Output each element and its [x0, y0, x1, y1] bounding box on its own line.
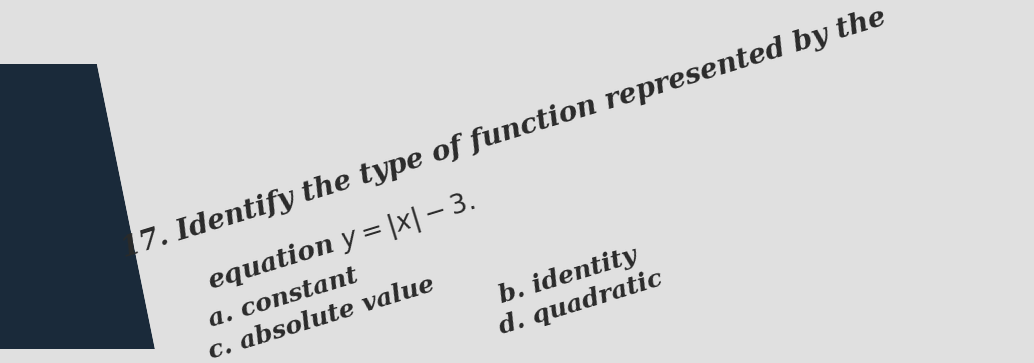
Polygon shape — [0, 64, 155, 349]
Text: equation $y=|x|-3.$: equation $y=|x|-3.$ — [204, 187, 479, 298]
Text: d. quadratic: d. quadratic — [496, 266, 666, 339]
Text: a. constant: a. constant — [206, 264, 362, 332]
Text: b. identity: b. identity — [496, 243, 640, 307]
Polygon shape — [97, 64, 968, 349]
Text: c. absolute value: c. absolute value — [206, 272, 437, 363]
Text: 17. Identify the type of function represented by the: 17. Identify the type of function repres… — [118, 4, 889, 264]
